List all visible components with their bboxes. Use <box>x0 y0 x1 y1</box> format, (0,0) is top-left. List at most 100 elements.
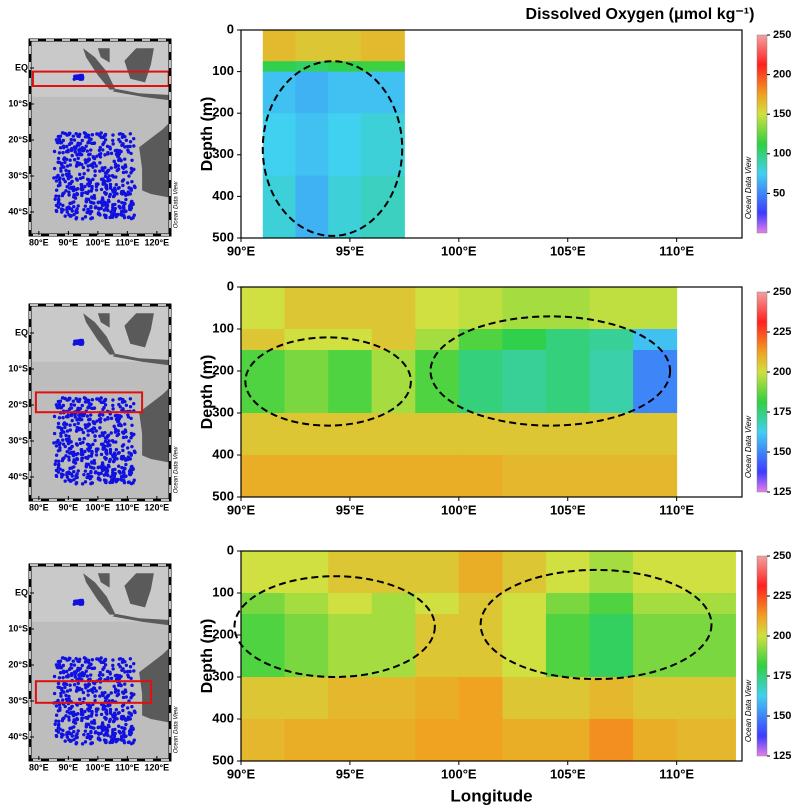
float-position <box>57 402 62 407</box>
y-tick-label: 0 <box>227 278 234 293</box>
float-position <box>111 138 115 143</box>
float-position <box>78 406 83 411</box>
float-position <box>68 158 72 162</box>
float-position <box>103 690 107 695</box>
float-position <box>125 706 130 710</box>
float-position <box>102 208 107 212</box>
x-tick-label: 110°E <box>659 243 694 258</box>
map-lon-label: 90°E <box>59 502 79 512</box>
float-position <box>101 433 105 437</box>
float-position <box>111 133 115 137</box>
float-position <box>98 686 102 690</box>
float-position <box>69 137 73 142</box>
float-position <box>79 182 84 187</box>
float-position <box>87 405 91 410</box>
float-position <box>96 465 100 470</box>
float-position <box>64 714 68 718</box>
map-land <box>97 313 110 328</box>
field-cell <box>284 413 329 456</box>
float-position <box>84 455 88 460</box>
float-position <box>89 734 94 739</box>
map-credit: Ocean Data View <box>174 181 180 228</box>
float-position <box>85 475 89 480</box>
float-position <box>110 439 115 443</box>
float-position <box>123 422 127 426</box>
float-position <box>65 475 70 479</box>
y-tick-label: 100 <box>212 584 234 599</box>
float-position <box>101 182 105 186</box>
float-position <box>89 469 93 474</box>
float-position <box>112 159 116 164</box>
float-position <box>56 449 61 453</box>
field-cell <box>415 455 460 498</box>
field-cell <box>633 614 678 678</box>
float-position <box>62 191 66 195</box>
float-position <box>72 663 77 667</box>
y-tick-label: 500 <box>212 752 234 767</box>
float-position <box>98 676 103 681</box>
float-position <box>90 666 94 671</box>
credit: Ocean Data View <box>744 679 753 742</box>
float-position <box>112 718 116 723</box>
float-position <box>124 690 128 694</box>
float-position <box>102 140 106 145</box>
float-position <box>102 213 107 217</box>
float-position <box>53 197 57 201</box>
float-position <box>103 179 107 183</box>
float-position <box>67 455 71 459</box>
float-position <box>98 169 102 173</box>
float-position <box>100 198 104 202</box>
float-position <box>106 444 110 448</box>
float-position <box>83 184 87 189</box>
float-position <box>124 403 129 407</box>
float-position <box>122 480 127 485</box>
float-position <box>128 132 133 136</box>
float-position <box>89 474 94 479</box>
float-position <box>57 137 62 142</box>
float-position <box>111 470 115 475</box>
field-cell <box>371 329 416 351</box>
float-position <box>80 742 85 746</box>
float-position <box>101 466 105 471</box>
float-position <box>78 666 83 671</box>
float-position <box>104 457 108 461</box>
map-land <box>139 122 171 198</box>
colorbar-tick-label: 200 <box>773 366 791 378</box>
colorbar <box>756 291 768 493</box>
field-cell <box>371 719 416 762</box>
float-position <box>109 475 113 479</box>
float-position <box>75 425 79 430</box>
float-position <box>116 432 121 436</box>
float-position <box>114 183 119 187</box>
region-box <box>34 680 152 704</box>
colorbar-tick-label: 100 <box>773 148 791 160</box>
float-position <box>65 144 69 149</box>
float-position <box>121 178 126 182</box>
field-cell <box>328 551 373 594</box>
map-land <box>112 353 171 366</box>
field-cell <box>676 614 736 678</box>
float-position <box>68 428 73 432</box>
y-tick-label: 400 <box>212 446 234 461</box>
float-position <box>59 169 63 173</box>
map-lat-label: EQ <box>15 62 28 72</box>
colorbar-tick-label: 225 <box>773 326 791 338</box>
float-position <box>57 151 62 155</box>
float-position <box>106 415 110 420</box>
float-position <box>125 181 130 185</box>
field-cell <box>502 287 547 330</box>
field-cell <box>360 71 405 114</box>
float-position <box>91 690 95 694</box>
float-position <box>74 132 78 136</box>
float-position <box>108 186 113 190</box>
float-position <box>89 729 93 734</box>
float-position <box>90 741 95 745</box>
field-cell <box>502 593 547 615</box>
float-position <box>81 165 86 170</box>
float-position <box>61 208 65 212</box>
float-position <box>74 209 78 213</box>
field-cell <box>241 593 286 615</box>
float-position <box>92 666 97 670</box>
float-position <box>120 668 124 672</box>
